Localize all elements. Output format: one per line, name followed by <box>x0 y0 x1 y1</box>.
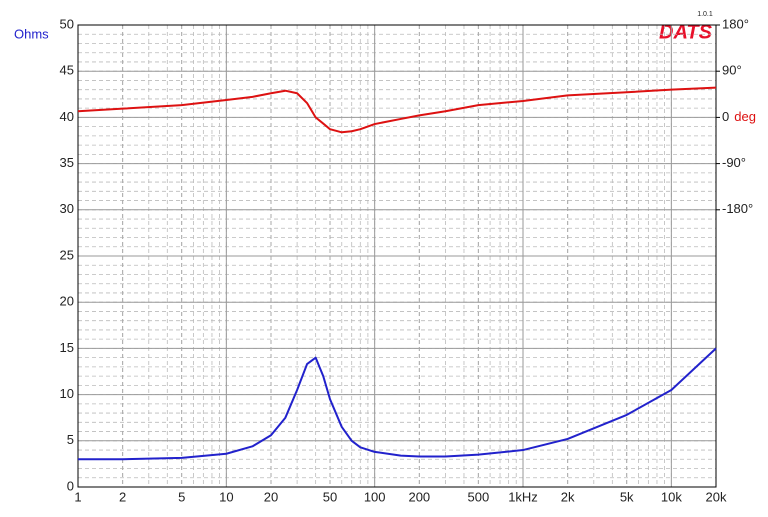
x-tick-label: 100 <box>364 489 386 504</box>
x-tick-label: 200 <box>408 489 430 504</box>
y-axis-label: Ohms <box>14 26 49 41</box>
y-tick-label: 25 <box>60 247 74 262</box>
x-tick-label: 5 <box>178 489 185 504</box>
y2-axis-label: deg <box>734 109 756 124</box>
y-tick-label: 30 <box>60 201 74 216</box>
y-tick-label: 45 <box>60 63 74 78</box>
x-tick-label: 20 <box>264 489 278 504</box>
y2-tick-label: -90° <box>722 155 746 170</box>
y-tick-label: 5 <box>67 432 74 447</box>
version: 1.0.1 <box>697 11 713 18</box>
y2-tick-label: 90° <box>722 63 742 78</box>
x-tick-label: 1kHz <box>508 489 538 504</box>
series-line <box>77 86 717 134</box>
x-tick-label: 10k <box>661 489 682 504</box>
y2-tick-label: 0 <box>722 109 729 124</box>
y-tick-label: 10 <box>60 386 74 401</box>
y-tick-label: 50 <box>60 16 74 31</box>
x-tick-label: 1 <box>74 489 81 504</box>
y-tick-label: 0 <box>67 478 74 493</box>
x-tick-label: 10 <box>219 489 233 504</box>
y2-tick-label: 180° <box>722 16 749 31</box>
x-tick-label: 5k <box>620 489 634 504</box>
y-tick-label: 35 <box>60 155 74 170</box>
y-tick-label: 20 <box>60 294 74 309</box>
x-tick-label: 500 <box>468 489 490 504</box>
logo: DATS <box>659 21 713 43</box>
x-tick-label: 50 <box>323 489 337 504</box>
x-tick-label: 2 <box>119 489 126 504</box>
x-tick-label: 2k <box>561 489 575 504</box>
plot-frame <box>77 24 717 488</box>
y2-tick-label: -180° <box>722 201 753 216</box>
series-line <box>78 347 717 461</box>
y-tick-label: 40 <box>60 109 74 124</box>
x-tick-label: 20k <box>706 489 727 504</box>
y-tick-label: 15 <box>60 340 74 355</box>
